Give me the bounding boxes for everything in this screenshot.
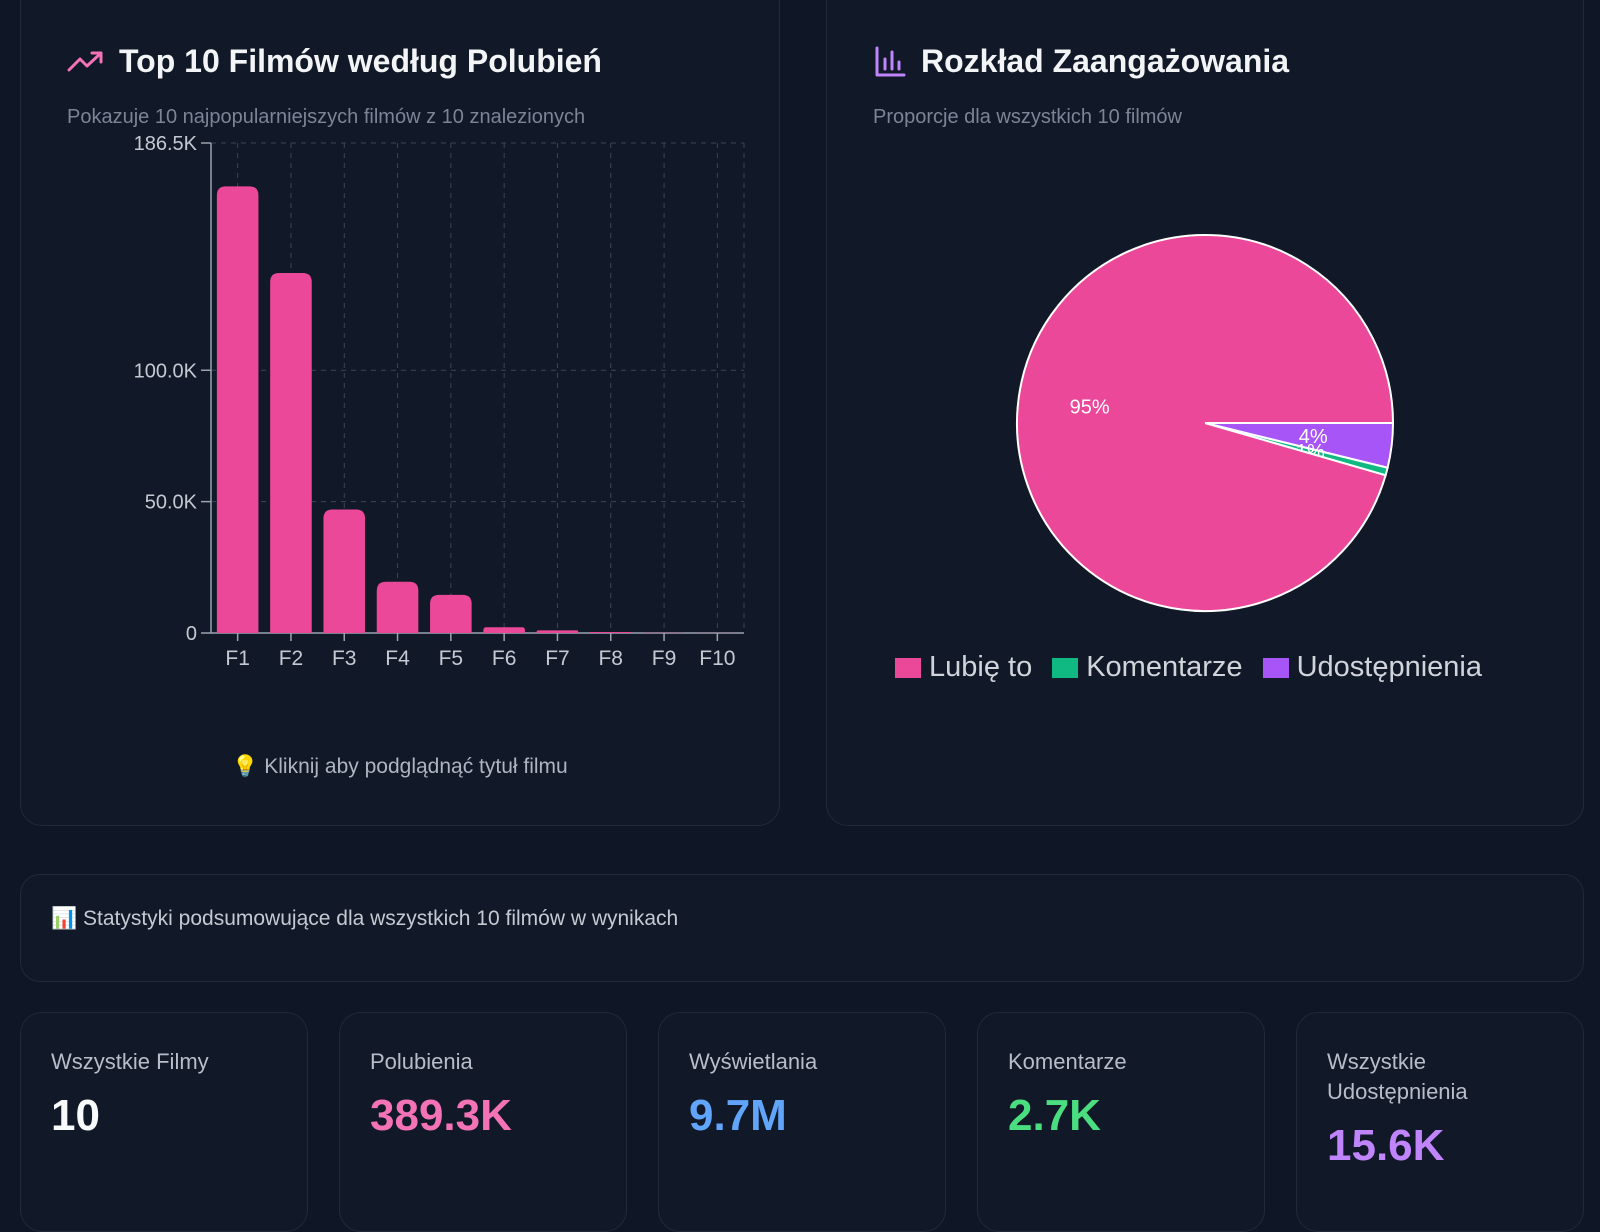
x-tick-label: F9 bbox=[652, 647, 677, 670]
bar-chart-title: Top 10 Filmów według Polubień bbox=[67, 43, 602, 80]
pie-chart[interactable]: 4%1%95% bbox=[1005, 223, 1405, 623]
trending-up-icon bbox=[67, 48, 105, 76]
x-tick-label: F2 bbox=[279, 647, 304, 670]
legend-item-comments[interactable]: Komentarze bbox=[1052, 651, 1242, 684]
y-tick-label: 0 bbox=[186, 623, 197, 645]
stat-card-views: Wyświetlania 9.7M bbox=[658, 1012, 946, 1232]
bar-F5[interactable] bbox=[430, 595, 472, 633]
stat-value: 2.7K bbox=[1008, 1091, 1101, 1141]
y-tick-label: 50.0K bbox=[145, 492, 198, 514]
pie-chart-card: Rozkład Zaangażowania Proporcje dla wszy… bbox=[826, 0, 1584, 826]
stat-label: Wyświetlania bbox=[689, 1047, 919, 1077]
bar-chart-title-text: Top 10 Filmów według Polubień bbox=[119, 43, 602, 80]
y-tick-label: 186.5K bbox=[134, 133, 198, 155]
legend-label-likes: Lubię to bbox=[929, 651, 1032, 684]
x-tick-label: F3 bbox=[332, 647, 357, 670]
x-tick-label: F7 bbox=[545, 647, 570, 670]
x-tick-label: F6 bbox=[492, 647, 517, 670]
stat-value: 389.3K bbox=[370, 1091, 512, 1141]
stat-label: Polubienia bbox=[370, 1047, 600, 1077]
pie-chart-subtitle: Proporcje dla wszystkich 10 filmów bbox=[873, 106, 1182, 129]
stat-card-shares: Wszystkie Udostępnienia 15.6K bbox=[1296, 1012, 1584, 1232]
bar-F7[interactable] bbox=[537, 630, 579, 633]
x-tick-label: F8 bbox=[598, 647, 623, 670]
bar-chart-icon bbox=[873, 45, 907, 79]
legend-swatch-likes bbox=[895, 658, 921, 678]
stat-label: Wszystkie Filmy bbox=[51, 1047, 281, 1077]
legend-label-shares: Udostępnienia bbox=[1297, 651, 1482, 684]
stat-value: 9.7M bbox=[689, 1091, 787, 1141]
legend-item-likes[interactable]: Lubię to bbox=[895, 651, 1032, 684]
legend-swatch-shares bbox=[1263, 658, 1289, 678]
legend-label-comments: Komentarze bbox=[1086, 651, 1242, 684]
pie-legend: Lubię to Komentarze Udostępnienia bbox=[895, 651, 1482, 684]
stat-value: 10 bbox=[51, 1091, 100, 1141]
x-tick-label: F4 bbox=[385, 647, 410, 670]
stat-card-films: Wszystkie Filmy 10 bbox=[20, 1012, 308, 1232]
pie-slice-likes[interactable] bbox=[1017, 235, 1393, 611]
summary-text: 📊 Statystyki podsumowujące dla wszystkic… bbox=[51, 907, 678, 931]
bar-F4[interactable] bbox=[377, 582, 419, 633]
bar-F6[interactable] bbox=[483, 627, 525, 633]
x-tick-label: F10 bbox=[699, 647, 735, 670]
bar-F8[interactable] bbox=[590, 632, 632, 633]
summary-banner: 📊 Statystyki podsumowujące dla wszystkic… bbox=[20, 874, 1584, 982]
x-tick-label: F5 bbox=[439, 647, 464, 670]
bar-F2[interactable] bbox=[270, 273, 312, 633]
pie-label-likes: 95% bbox=[1070, 397, 1110, 419]
bar-F3[interactable] bbox=[323, 510, 365, 633]
stat-label: Komentarze bbox=[1008, 1047, 1238, 1077]
x-tick-label: F1 bbox=[225, 647, 250, 670]
legend-item-shares[interactable]: Udostępnienia bbox=[1263, 651, 1482, 684]
y-tick-label: 100.0K bbox=[134, 360, 198, 382]
bar-F1[interactable] bbox=[217, 186, 259, 633]
bar-chart-subtitle: Pokazuje 10 najpopularniejszych filmów z… bbox=[67, 106, 585, 129]
pie-chart-title: Rozkład Zaangażowania bbox=[873, 43, 1289, 80]
stat-card-likes: Polubienia 389.3K bbox=[339, 1012, 627, 1232]
bar-chart-card: Top 10 Filmów według Polubień Pokazuje 1… bbox=[20, 0, 780, 826]
pie-chart-title-text: Rozkład Zaangażowania bbox=[921, 43, 1289, 80]
stat-label: Wszystkie Udostępnienia bbox=[1327, 1047, 1557, 1107]
stat-value: 15.6K bbox=[1327, 1121, 1444, 1171]
stat-card-comments: Komentarze 2.7K bbox=[977, 1012, 1265, 1232]
bar-chart-hint: 💡 Kliknij aby podglądnąć tytuł filmu bbox=[21, 755, 779, 779]
legend-swatch-comments bbox=[1052, 658, 1078, 678]
